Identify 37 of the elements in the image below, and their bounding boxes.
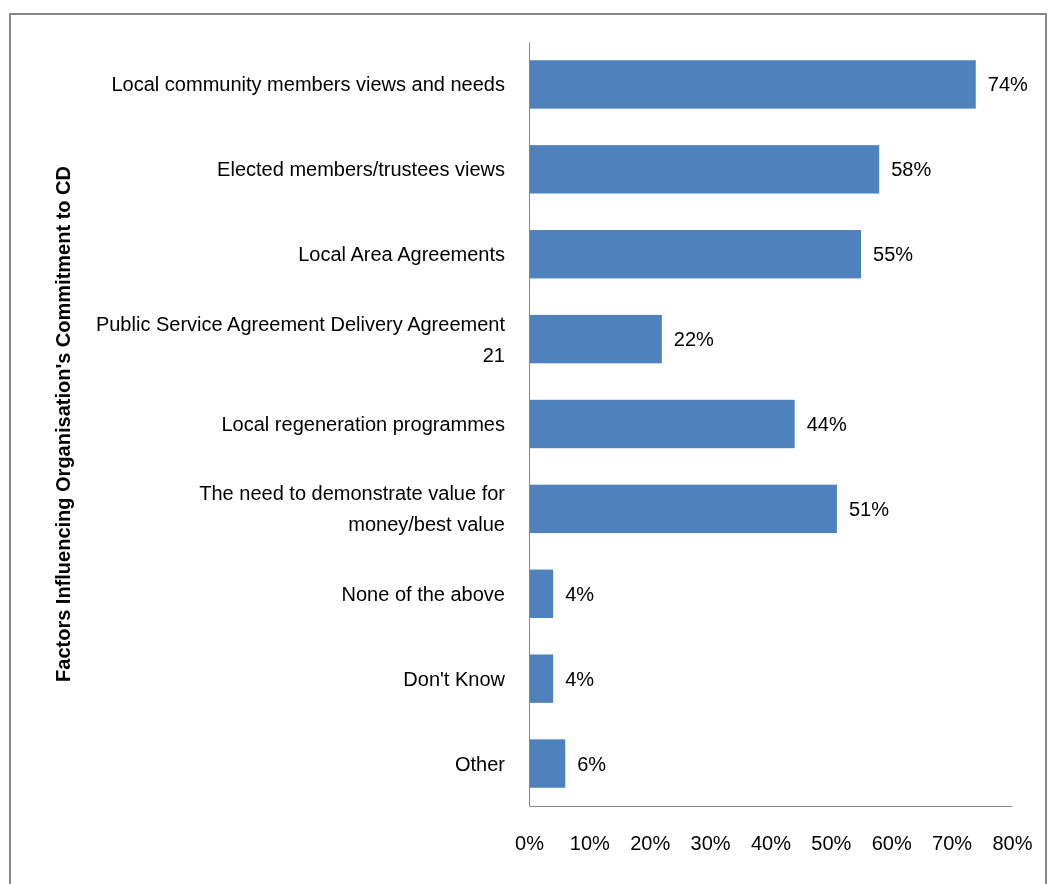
bar xyxy=(529,739,566,788)
x-tick-label: 30% xyxy=(690,832,731,855)
y-tick-label: None of the above xyxy=(341,582,505,605)
bar xyxy=(529,654,554,703)
bar xyxy=(529,60,976,109)
y-tick-label: Don't Know xyxy=(403,667,506,690)
x-tick-label: 40% xyxy=(750,832,792,855)
x-tick-label: 0% xyxy=(515,832,545,855)
data-label: 4% xyxy=(565,667,595,690)
x-tick-label: 50% xyxy=(811,832,852,855)
x-tick-label: 20% xyxy=(630,832,671,855)
bar xyxy=(529,314,662,364)
data-label: 22% xyxy=(673,328,715,351)
y-tick-label: Other xyxy=(454,752,506,775)
data-label: 4% xyxy=(565,582,595,605)
y-axis-title: Factors Influencing Organisation's Commitment to CD xyxy=(52,166,74,682)
data-label: 58% xyxy=(891,158,932,181)
bar xyxy=(529,145,880,194)
data-label: 51% xyxy=(848,497,890,520)
y-tick-label: Local regeneration programmes xyxy=(221,413,505,435)
x-tick-label: 60% xyxy=(871,832,912,855)
x-tick-label: 70% xyxy=(932,832,973,855)
data-label: 6% xyxy=(577,752,607,775)
bar xyxy=(529,484,837,534)
x-tick-label: 10% xyxy=(569,832,611,855)
y-tick-label: Public Service Agreement Delivery Agreement 21 xyxy=(95,312,506,366)
bar xyxy=(529,399,795,449)
y-tick-label: Local community members views and needs xyxy=(111,73,505,96)
data-label: 44% xyxy=(806,413,847,435)
bar xyxy=(529,569,554,618)
bar xyxy=(529,230,862,279)
y-tick-label: Local Area Agreements xyxy=(298,243,505,266)
x-tick-label: 80% xyxy=(992,832,1033,855)
y-tick-label: The need to demonstrate value for money/best value xyxy=(199,482,506,536)
y-tick-label: Elected members/trustees views xyxy=(217,158,505,181)
data-label: 55% xyxy=(873,243,914,266)
data-label: 74% xyxy=(987,73,1029,96)
